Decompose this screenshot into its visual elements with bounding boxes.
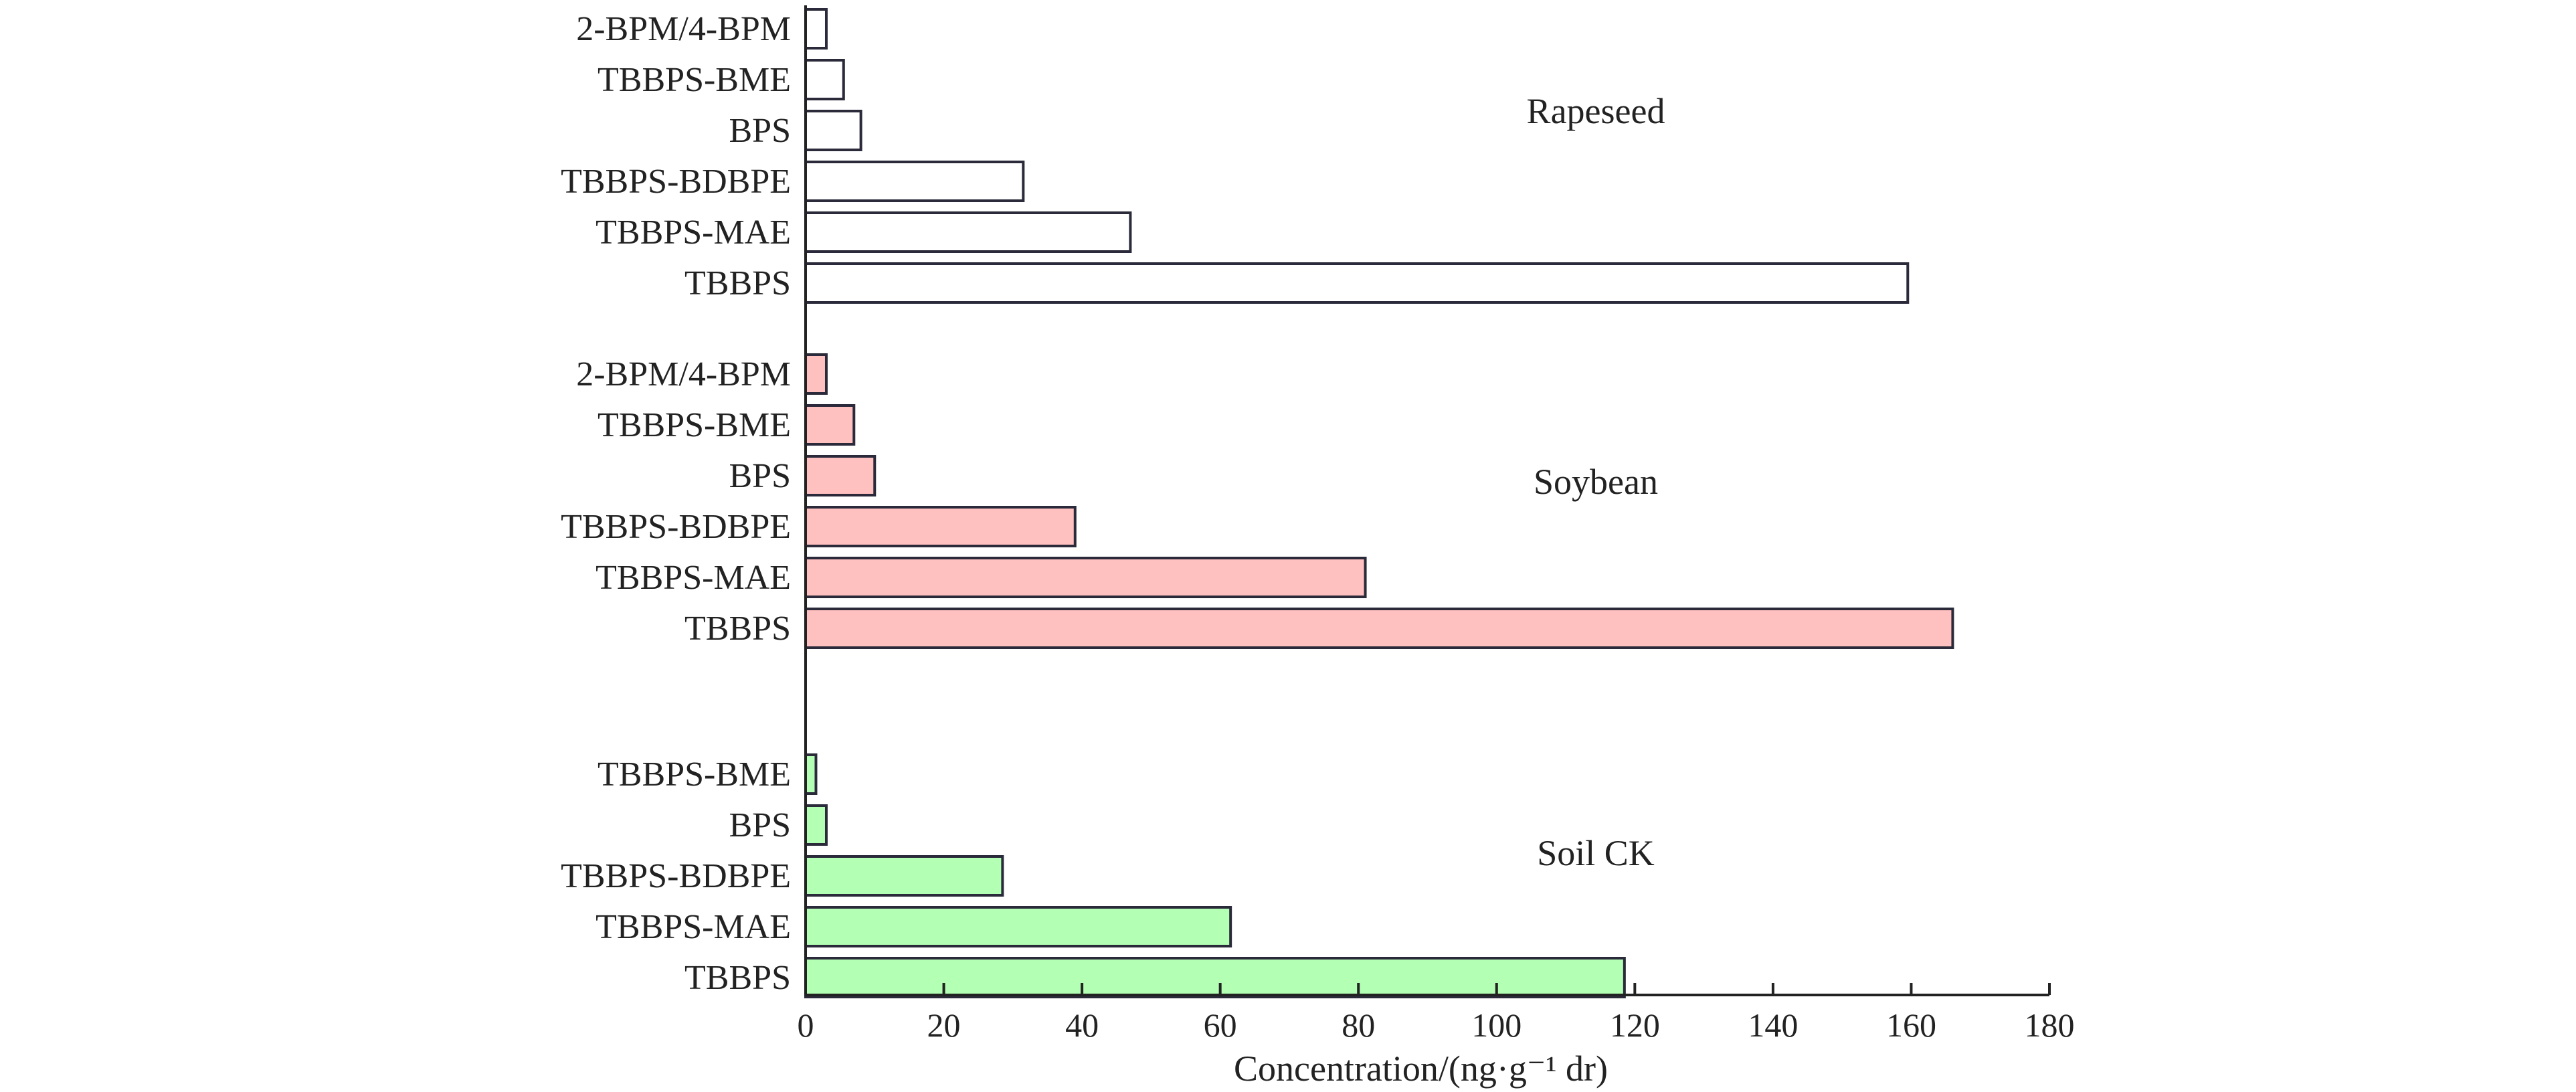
bar-rapeseed-tbbps-bdbpe	[804, 161, 1025, 202]
category-label-soil-ck-tbbps-bme: TBBPS-BME	[597, 755, 791, 794]
x-tick-label-20: 20	[927, 1006, 961, 1044]
category-label-rapeseed-tbbps: TBBPS	[684, 264, 791, 302]
group-label-soybean: Soybean	[1534, 462, 1658, 502]
category-labels-layer: 2-BPM/4-BPM TBBPS-BME BPS TBBPS-BDBPE TBBPS-…	[561, 10, 791, 997]
category-label-soil-ck-bps: BPS	[729, 806, 791, 844]
category-label-rapeseed-bps: BPS	[729, 112, 791, 150]
category-label-soybean-tbbps-bdbpe: TBBPS-BDBPE	[561, 508, 791, 546]
x-tick-label-160: 160	[1886, 1006, 1936, 1044]
bar-soybean-tbbps	[804, 608, 1954, 649]
axes-layer	[804, 5, 2049, 996]
bar-rapeseed-2-bpm-4-bpm	[804, 8, 828, 50]
category-label-rapeseed-tbbps-bdbpe: TBBPS-BDBPE	[561, 163, 791, 201]
category-label-soybean-bps: BPS	[729, 457, 791, 495]
x-axis-title: Concentration/(ng·g⁻¹ dr)	[1234, 1049, 1608, 1089]
x-tick-label-60: 60	[1204, 1006, 1237, 1044]
bar-soybean-tbbps-mae	[804, 557, 1367, 598]
bar-soybean-tbbps-bme	[804, 404, 856, 446]
category-label-soybean-tbbps-mae: TBBPS-MAE	[595, 559, 791, 597]
bars-layer	[804, 8, 1954, 998]
x-tick-label-120: 120	[1610, 1006, 1660, 1044]
bar-soil-ck-tbbps-bdbpe	[804, 855, 1004, 897]
bar-soil-ck-tbbps-bme	[804, 753, 818, 795]
bar-rapeseed-tbbps-bme	[804, 59, 845, 100]
category-label-soybean-tbbps: TBBPS	[684, 610, 791, 648]
category-label-soil-ck-tbbps: TBBPS	[684, 959, 791, 997]
bar-rapeseed-tbbps-mae	[804, 211, 1132, 253]
x-tick-label-40: 40	[1065, 1006, 1099, 1044]
bar-soybean-tbbps-bdbpe	[804, 506, 1077, 547]
x-tick-label-0: 0	[798, 1006, 814, 1044]
bar-soil-ck-bps	[804, 804, 828, 846]
bar-soybean-2-bpm-4-bpm	[804, 353, 828, 395]
group-labels-layer: Rapeseed Soybean Soil CK	[1527, 91, 1665, 873]
category-label-soil-ck-tbbps-mae: TBBPS-MAE	[595, 908, 791, 946]
category-label-soybean-2-bpm-4-bpm: 2-BPM/4-BPM	[576, 355, 791, 393]
x-ticks-layer: 0 20 40 60 80 100 120 140 160 180	[798, 983, 2075, 1044]
category-label-soybean-tbbps-bme: TBBPS-BME	[597, 406, 791, 444]
group-label-rapeseed: Rapeseed	[1527, 91, 1665, 131]
group-label-soil-ck: Soil CK	[1537, 833, 1655, 873]
bar-soybean-bps	[804, 455, 877, 496]
category-label-soil-ck-tbbps-bdbpe: TBBPS-BDBPE	[561, 857, 791, 895]
x-tick-label-80: 80	[1342, 1006, 1375, 1044]
bar-soil-ck-tbbps	[804, 957, 1626, 998]
category-label-rapeseed-tbbps-bme: TBBPS-BME	[597, 61, 791, 99]
category-label-rapeseed-2-bpm-4-bpm: 2-BPM/4-BPM	[576, 10, 791, 48]
x-tick-label-180: 180	[2025, 1006, 2075, 1044]
bar-rapeseed-bps	[804, 110, 862, 151]
x-tick-label-140: 140	[1748, 1006, 1798, 1044]
bar-rapeseed-tbbps	[804, 262, 1910, 304]
bar-soil-ck-tbbps-mae	[804, 906, 1232, 947]
category-label-rapeseed-tbbps-mae: TBBPS-MAE	[595, 213, 791, 252]
x-tick-label-100: 100	[1471, 1006, 1522, 1044]
